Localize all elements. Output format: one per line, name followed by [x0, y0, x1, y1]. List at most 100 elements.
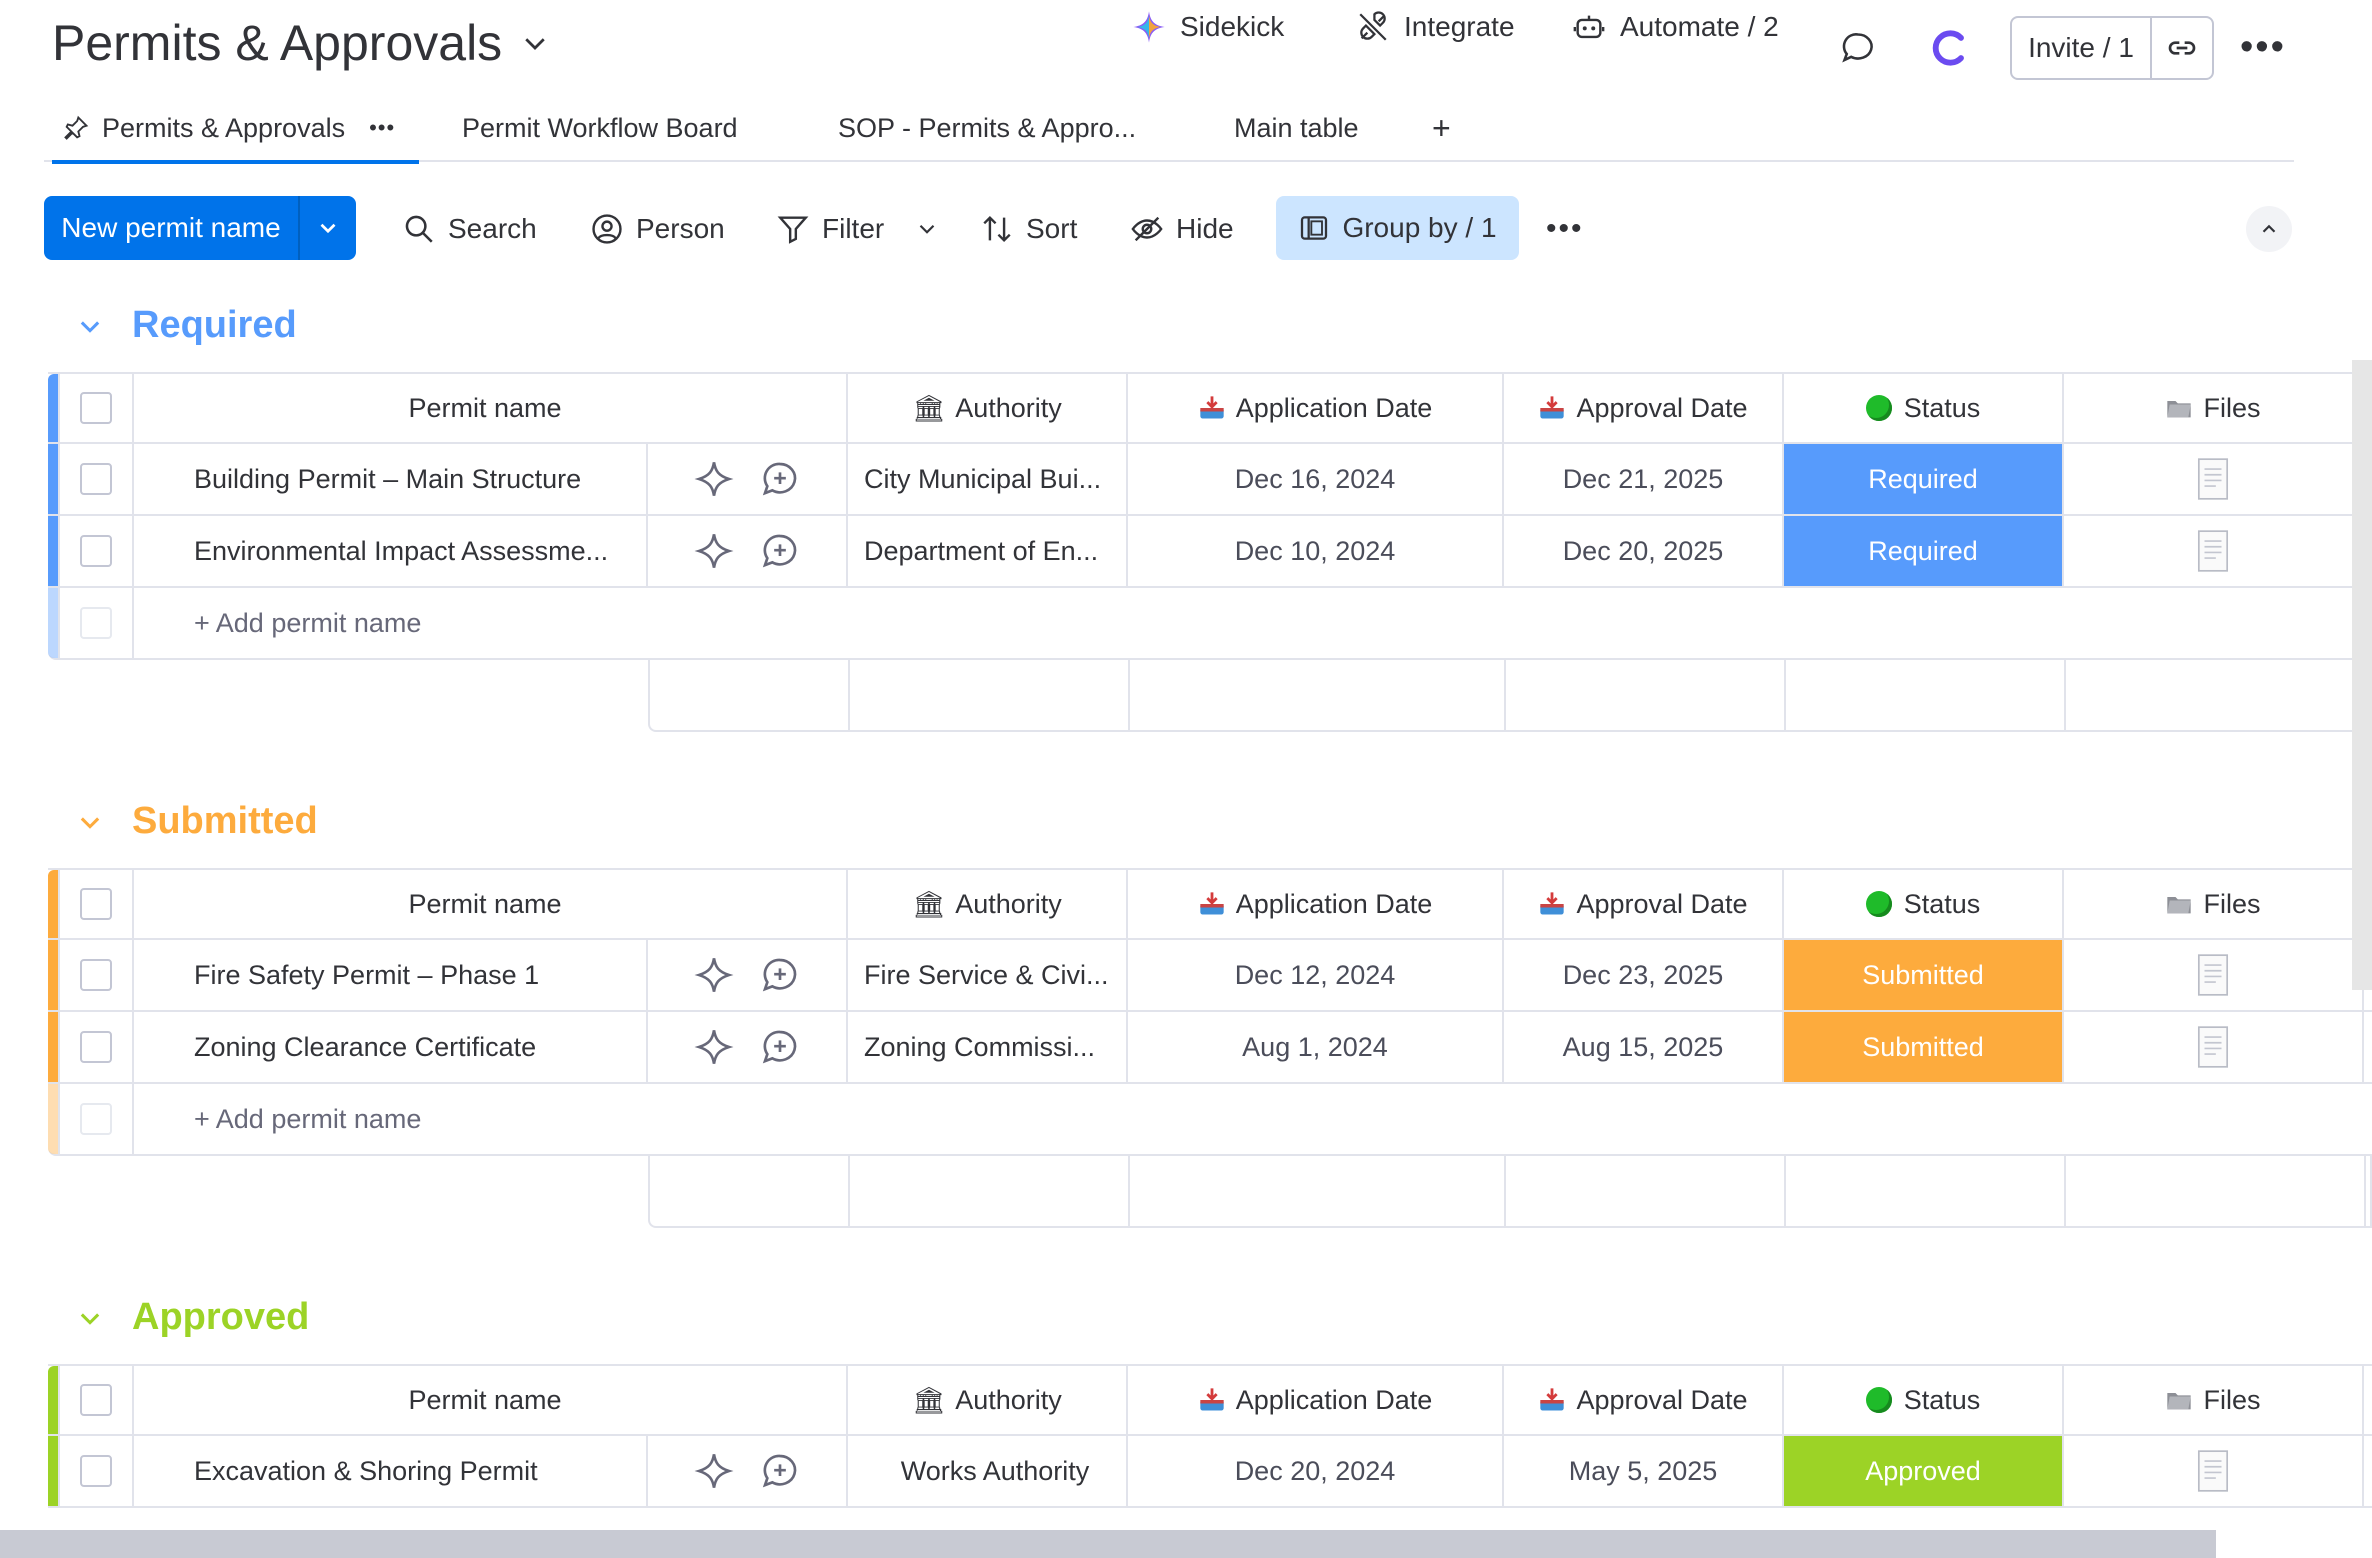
files-cell[interactable] — [2064, 444, 2364, 514]
authority-cell[interactable]: Zoning Commissi... — [848, 1012, 1128, 1082]
search-button[interactable]: Search — [402, 208, 537, 250]
invite-button[interactable]: Invite / 1 — [2012, 18, 2152, 78]
status-cell[interactable]: Submitted — [1784, 940, 2064, 1010]
select-all-cell[interactable] — [58, 374, 134, 442]
new-item-button[interactable]: New permit name — [44, 196, 300, 260]
row-checkbox[interactable] — [80, 1031, 112, 1063]
item-name-cell[interactable]: Zoning Clearance Certificate — [124, 1012, 648, 1082]
row-checkbox[interactable] — [80, 959, 112, 991]
column-header-application-date[interactable]: Application Date — [1128, 870, 1504, 938]
files-cell[interactable] — [2064, 1012, 2364, 1082]
group-header-required[interactable]: Required — [76, 304, 297, 347]
select-all-cell[interactable] — [58, 870, 134, 938]
authority-cell[interactable]: Department of En... — [848, 516, 1128, 586]
column-header-approval-date[interactable]: Approval Date — [1504, 870, 1784, 938]
hide-button[interactable]: Hide — [1130, 208, 1234, 250]
sort-button[interactable]: Sort — [980, 208, 1077, 250]
column-header-status[interactable]: Status — [1784, 870, 2064, 938]
ai-sparkle-icon[interactable] — [694, 531, 734, 571]
ai-sparkle-icon[interactable] — [694, 1027, 734, 1067]
select-all-checkbox[interactable] — [80, 888, 112, 920]
app-logo-icon[interactable] — [1928, 26, 1972, 70]
file-icon[interactable] — [2196, 1449, 2230, 1493]
column-header-name[interactable]: Permit name — [124, 374, 848, 442]
column-header-approval-date[interactable]: Approval Date — [1504, 1366, 1784, 1434]
automate-button[interactable]: Automate / 2 — [1572, 10, 1779, 44]
table-row[interactable]: Excavation & Shoring Permit Works Authori… — [48, 1436, 2372, 1508]
filter-button[interactable]: Filter — [776, 208, 940, 250]
column-header-application-date[interactable]: Application Date — [1128, 1366, 1504, 1434]
file-icon[interactable] — [2196, 953, 2230, 997]
horizontal-scrollbar[interactable] — [0, 1530, 2216, 1558]
ai-sparkle-icon[interactable] — [694, 1451, 734, 1491]
comment-icon[interactable] — [1840, 30, 1876, 66]
item-name-cell[interactable]: Environmental Impact Assessme... — [124, 516, 648, 586]
tab-sop[interactable]: SOP - Permits & Appro... — [838, 108, 1136, 148]
add-update-icon[interactable] — [760, 459, 800, 499]
add-update-icon[interactable] — [760, 1451, 800, 1491]
tab-permits-approvals[interactable]: Permits & Approvals ••• — [51, 108, 420, 164]
file-icon[interactable] — [2196, 1025, 2230, 1069]
status-cell[interactable]: Submitted — [1784, 1012, 2064, 1082]
table-row[interactable]: Zoning Clearance Certificate Zoning Commi… — [48, 1012, 2372, 1084]
add-update-icon[interactable] — [760, 955, 800, 995]
tab-main-table[interactable]: Main table — [1234, 108, 1359, 148]
status-cell[interactable]: Approved — [1784, 1436, 2064, 1506]
row-checkbox[interactable] — [80, 1455, 112, 1487]
tab-more-icon[interactable]: ••• — [369, 115, 396, 140]
select-all-checkbox[interactable] — [80, 1384, 112, 1416]
file-icon[interactable] — [2196, 457, 2230, 501]
chevron-down-icon[interactable] — [76, 1304, 104, 1332]
new-item-dropdown[interactable] — [300, 196, 356, 260]
row-select-cell[interactable] — [58, 1436, 134, 1506]
item-name-cell[interactable]: Building Permit – Main Structure — [124, 444, 648, 514]
column-header-name[interactable]: Permit name — [124, 1366, 848, 1434]
chevron-down-icon[interactable] — [76, 312, 104, 340]
add-item-input[interactable]: + Add permit name — [124, 588, 2364, 658]
chevron-down-icon[interactable] — [914, 216, 940, 242]
board-title[interactable]: Permits & Approvals — [52, 14, 550, 72]
row-select-cell[interactable] — [58, 940, 134, 1010]
add-update-icon[interactable] — [760, 531, 800, 571]
file-icon[interactable] — [2196, 529, 2230, 573]
application-date-cell[interactable]: Dec 16, 2024 — [1128, 444, 1504, 514]
sidekick-button[interactable]: Sidekick — [1132, 10, 1284, 44]
item-name-cell[interactable]: Fire Safety Permit – Phase 1 — [124, 940, 648, 1010]
column-header-files[interactable]: Files — [2064, 870, 2364, 938]
group-header-approved[interactable]: Approved — [76, 1296, 309, 1339]
group-header-submitted[interactable]: Submitted — [76, 800, 318, 843]
column-header-files[interactable]: Files — [2064, 1366, 2364, 1434]
table-row[interactable]: Environmental Impact Assessme... Departme… — [48, 516, 2372, 588]
copy-link-button[interactable] — [2152, 18, 2212, 78]
add-item-input[interactable]: + Add permit name — [124, 1084, 2364, 1154]
files-cell[interactable] — [2064, 940, 2364, 1010]
row-select-cell[interactable] — [58, 1012, 134, 1082]
column-header-authority[interactable]: 🏛 Authority — [848, 870, 1128, 938]
application-date-cell[interactable]: Dec 12, 2024 — [1128, 940, 1504, 1010]
vertical-scrollbar[interactable] — [2352, 360, 2372, 990]
person-filter-button[interactable]: Person — [590, 208, 725, 250]
approval-date-cell[interactable]: Dec 20, 2025 — [1504, 516, 1784, 586]
authority-cell[interactable]: Works Authority — [848, 1436, 1128, 1506]
row-select-cell[interactable] — [58, 516, 134, 586]
item-name-cell[interactable]: Excavation & Shoring Permit — [124, 1436, 648, 1506]
application-date-cell[interactable]: Dec 10, 2024 — [1128, 516, 1504, 586]
toolbar-more-icon[interactable]: ••• — [1546, 212, 1584, 245]
board-more-icon[interactable]: ••• — [2240, 26, 2286, 68]
column-header-name[interactable]: Permit name — [124, 870, 848, 938]
chevron-down-icon[interactable] — [520, 28, 550, 58]
column-header-status[interactable]: Status — [1784, 374, 2064, 442]
select-all-cell[interactable] — [58, 1366, 134, 1434]
group-by-button[interactable]: Group by / 1 — [1276, 196, 1519, 260]
application-date-cell[interactable]: Dec 20, 2024 — [1128, 1436, 1504, 1506]
integrate-button[interactable]: Integrate — [1356, 10, 1515, 44]
table-row[interactable]: Fire Safety Permit – Phase 1 Fire Service… — [48, 940, 2372, 1012]
table-row[interactable]: Building Permit – Main Structure City Mun… — [48, 444, 2372, 516]
authority-cell[interactable]: City Municipal Bui... — [848, 444, 1128, 514]
tab-permit-workflow-board[interactable]: Permit Workflow Board — [462, 108, 738, 148]
row-select-cell[interactable] — [58, 444, 134, 514]
ai-sparkle-icon[interactable] — [694, 955, 734, 995]
approval-date-cell[interactable]: May 5, 2025 — [1504, 1436, 1784, 1506]
approval-date-cell[interactable]: Aug 15, 2025 — [1504, 1012, 1784, 1082]
status-cell[interactable]: Required — [1784, 444, 2064, 514]
